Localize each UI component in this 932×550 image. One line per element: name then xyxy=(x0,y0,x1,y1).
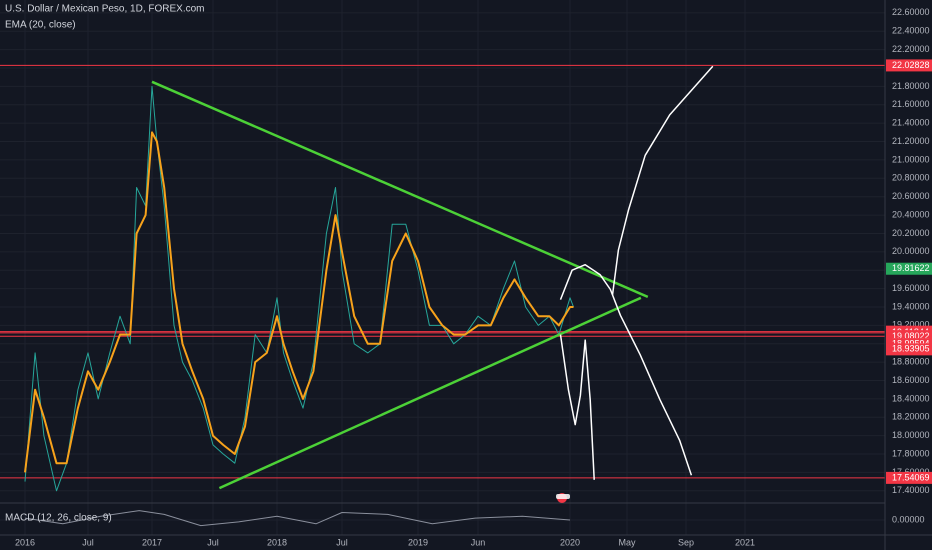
projection-drawing xyxy=(559,263,693,476)
price-line xyxy=(24,85,574,492)
alert-icon[interactable] xyxy=(556,493,570,503)
y-tick-label: 18.00000 xyxy=(892,430,930,440)
y-tick-label: 20.00000 xyxy=(892,246,930,256)
y-tick-label: 22.60000 xyxy=(892,7,930,17)
grid xyxy=(0,0,885,535)
price-label-box xyxy=(886,343,932,356)
y-tick-label: 17.40000 xyxy=(892,485,930,495)
x-tick-label: Sep xyxy=(678,537,694,547)
x-tick-label: 2021 xyxy=(735,537,755,547)
y-tick-label: 22.20000 xyxy=(892,44,930,54)
x-tick-label: Jul xyxy=(207,537,219,547)
y-tick-label: 17.80000 xyxy=(892,448,930,458)
y-tick-label: 20.20000 xyxy=(892,228,930,238)
y-tick-label: 21.20000 xyxy=(892,136,930,146)
trendline xyxy=(218,296,642,490)
y-tick-label: 20.40000 xyxy=(892,209,930,219)
x-tick-label: Jul xyxy=(82,537,94,547)
y-tick-label: 21.00000 xyxy=(892,154,930,164)
plot xyxy=(0,64,885,527)
x-tick-label: 2016 xyxy=(15,537,35,547)
y-tick-label: 21.80000 xyxy=(892,81,930,91)
y-tick-label: 19.20000 xyxy=(892,320,930,330)
y-tick-label: 17.60000 xyxy=(892,467,930,477)
y-tick-label: 20.60000 xyxy=(892,191,930,201)
y-tick-label: 21.40000 xyxy=(892,118,930,128)
projection-drawing xyxy=(559,334,595,480)
price-label: 22.02828 xyxy=(892,60,930,70)
indicator-label: EMA (20, close) xyxy=(5,20,76,31)
x-tick-label: Jul xyxy=(336,537,348,547)
x-tick-label: May xyxy=(618,537,636,547)
x-tick-label: 2020 xyxy=(560,537,580,547)
price-label: 19.08022 xyxy=(892,331,930,341)
price-label-box xyxy=(886,471,932,484)
price-label: 18.93905 xyxy=(892,344,930,354)
y-tick-label: 22.40000 xyxy=(892,26,930,36)
y-tick-label: 19.60000 xyxy=(892,283,930,293)
projection-drawing xyxy=(611,65,714,296)
price-label: 19.81622 xyxy=(892,263,930,273)
y-tick-label: 21.60000 xyxy=(892,99,930,109)
alert-badge[interactable] xyxy=(556,494,570,499)
macd-line xyxy=(24,510,571,527)
y-tick-label: 18.40000 xyxy=(892,393,930,403)
axes: 17.40000 17.60000 17.80000 18.00000 18.20000… xyxy=(15,7,932,547)
price-label: 17.54069 xyxy=(892,472,930,482)
y-tick-label: 18.60000 xyxy=(892,375,930,385)
y-tick-label: 18.20000 xyxy=(892,412,930,422)
y-tick-label: 19.40000 xyxy=(892,301,930,311)
price-line xyxy=(24,131,574,473)
x-tick-label: 2018 xyxy=(267,537,287,547)
y-tick-label: 0.00000 xyxy=(892,514,925,524)
macd-label: MACD (12, 26, close, 9) xyxy=(5,513,112,524)
x-tick-label: Jun xyxy=(471,537,486,547)
price-label-box xyxy=(886,262,932,275)
y-tick-label: 18.80000 xyxy=(892,357,930,367)
price-label-box xyxy=(886,59,932,72)
y-tick-label: 20.80000 xyxy=(892,173,930,183)
x-tick-label: 2019 xyxy=(408,537,428,547)
trendline xyxy=(151,80,649,299)
chart-title: U.S. Dollar / Mexican Peso, 1D, FOREX.co… xyxy=(5,4,205,15)
x-tick-label: 2017 xyxy=(142,537,162,547)
